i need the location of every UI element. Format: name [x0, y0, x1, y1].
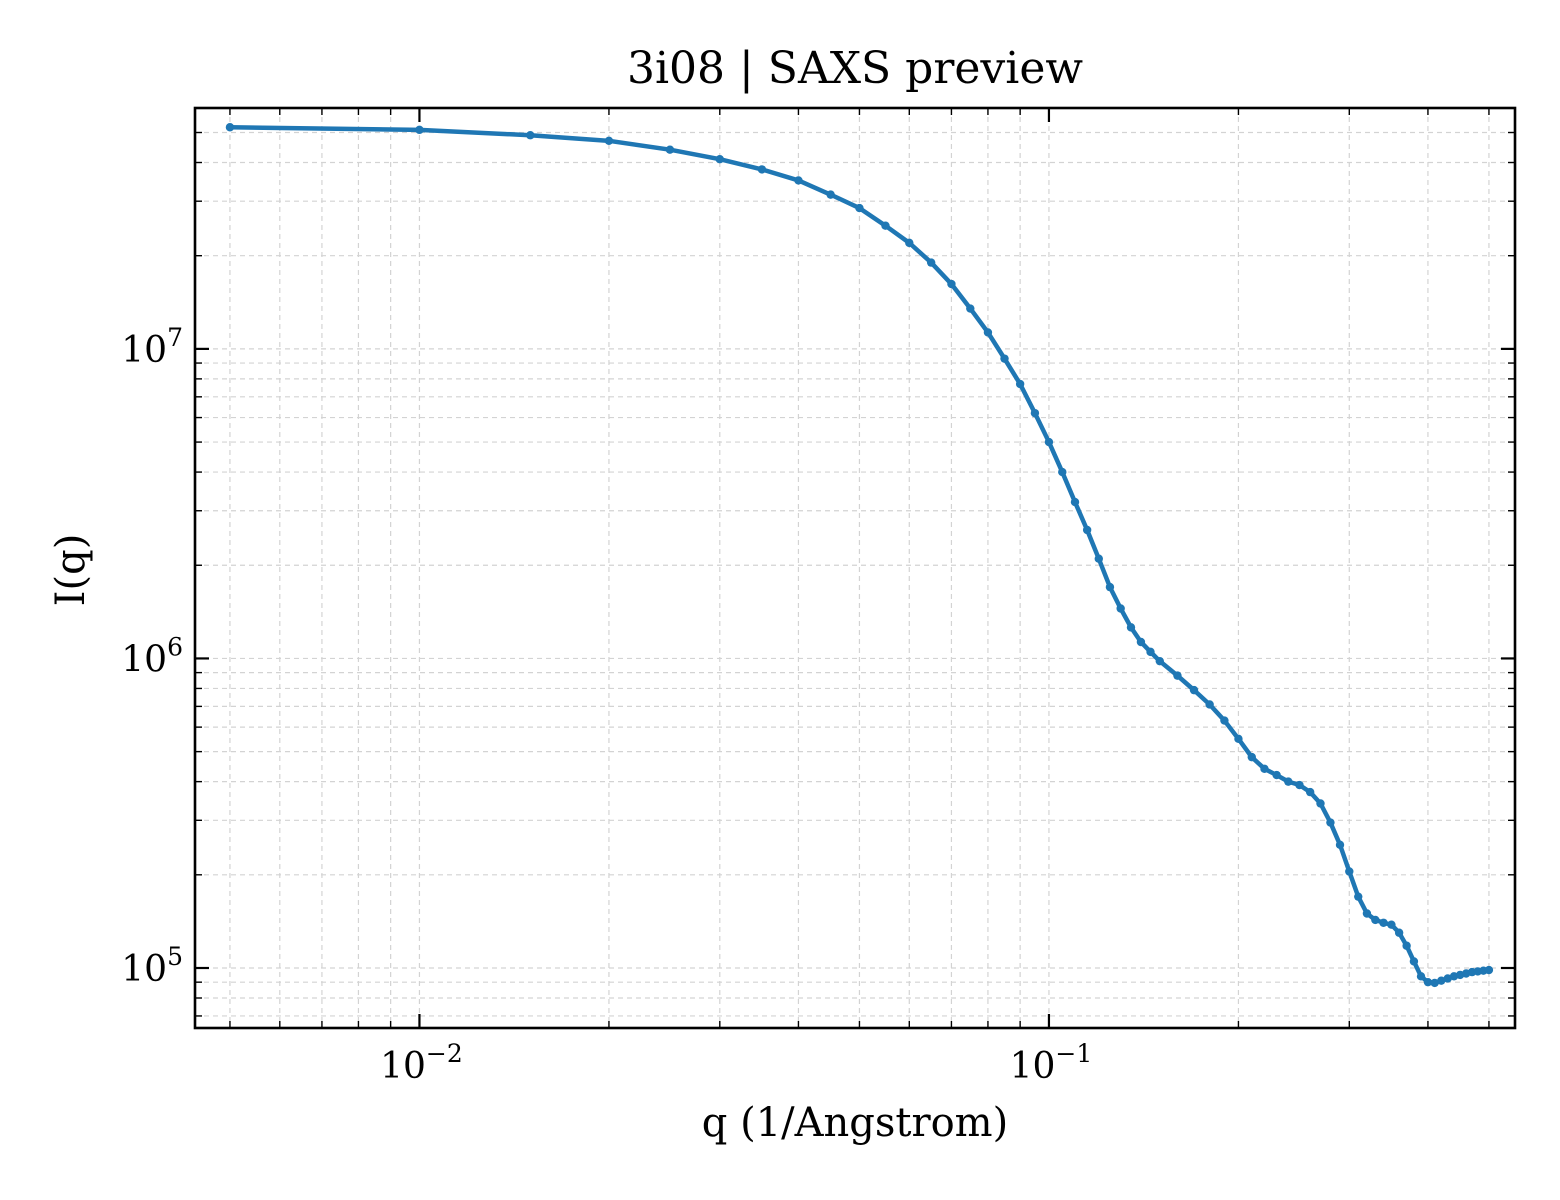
- data-point: [1305, 787, 1315, 797]
- data-point: [1105, 582, 1115, 592]
- plot-frame: [193, 106, 1517, 1030]
- data-point: [926, 258, 936, 267]
- data-point: [1430, 978, 1439, 988]
- x-tick-label-exponent: −1: [1055, 1039, 1092, 1068]
- data-point: [1189, 685, 1199, 695]
- data-point: [1094, 554, 1103, 563]
- data-point: [905, 238, 914, 248]
- data-point: [526, 131, 535, 140]
- data-point: [1423, 977, 1433, 987]
- y-tick-label-exponent: 7: [167, 323, 183, 352]
- data-point: [1409, 957, 1419, 966]
- data-point: [1437, 976, 1446, 985]
- series-layer: [225, 123, 1494, 988]
- data-point: [1234, 734, 1243, 744]
- data-point: [826, 190, 835, 199]
- data-point: [983, 328, 993, 337]
- data-point: [1220, 716, 1229, 725]
- y-axis-label: I(q): [48, 534, 94, 607]
- data-point: [1354, 892, 1363, 901]
- data-point: [1295, 780, 1304, 790]
- y-tick-label-exponent: 5: [167, 942, 183, 971]
- x-tick-label: 10−2: [380, 1039, 463, 1087]
- data-point: [1345, 867, 1354, 876]
- y-tick-label-exponent: 6: [167, 632, 183, 661]
- data-point: [1070, 497, 1080, 507]
- data-point: [1205, 700, 1214, 709]
- data-point: [1402, 941, 1411, 950]
- major-ticks: [195, 108, 1515, 1028]
- data-point: [1136, 637, 1146, 647]
- data-point: [966, 304, 975, 313]
- x-tick-labels: 10−2 10−1: [380, 1039, 1092, 1087]
- data-point: [1000, 354, 1009, 363]
- data-point: [1082, 525, 1092, 535]
- data-point: [1272, 770, 1281, 780]
- data-point: [1362, 909, 1372, 918]
- data-point: [1316, 799, 1325, 808]
- x-axis-label: q (1/Angstrom): [702, 1100, 1008, 1146]
- data-point: [1379, 918, 1388, 927]
- y-tick-label-base: 10: [121, 330, 167, 371]
- y-tick-label: 107: [121, 323, 183, 371]
- data-point: [947, 279, 956, 289]
- y-tick-label-base: 10: [121, 639, 167, 680]
- data-point: [1058, 467, 1067, 477]
- data-point: [1335, 840, 1345, 850]
- data-point: [1044, 437, 1054, 447]
- data-point: [881, 221, 890, 230]
- data-point: [225, 123, 235, 132]
- chart-title: 3i08 | SAXS preview: [627, 43, 1083, 94]
- data-point: [1015, 379, 1025, 389]
- y-tick-label: 106: [121, 632, 183, 680]
- data-point: [604, 136, 614, 146]
- data-point: [794, 176, 803, 185]
- data-point: [855, 203, 864, 213]
- x-tick-label: 10−1: [1010, 1039, 1093, 1087]
- y-tick-label: 105: [121, 942, 183, 990]
- data-point: [1387, 920, 1396, 929]
- data-point: [1247, 752, 1256, 762]
- x-tick-label-exponent: −2: [426, 1039, 463, 1068]
- data-point: [1126, 623, 1136, 632]
- data-point: [1030, 408, 1040, 418]
- data-point: [1484, 965, 1494, 975]
- data-point: [1416, 972, 1426, 981]
- grid-lines: [195, 107, 1515, 1028]
- data-point: [1371, 915, 1380, 925]
- data-point: [715, 154, 724, 164]
- data-point: [1173, 671, 1182, 680]
- data-point: [1155, 656, 1164, 666]
- data-point: [665, 145, 675, 154]
- data-point: [1284, 777, 1293, 786]
- y-tick-label-base: 10: [121, 949, 167, 990]
- x-tick-label-base: 10: [1010, 1046, 1056, 1087]
- data-point: [1146, 647, 1155, 657]
- x-tick-label-base: 10: [380, 1046, 426, 1087]
- data-point: [1260, 764, 1269, 774]
- data-point: [757, 165, 767, 174]
- data-point: [1394, 928, 1404, 937]
- data-point: [415, 125, 424, 135]
- data-point: [1116, 604, 1125, 613]
- data-point: [1326, 818, 1335, 827]
